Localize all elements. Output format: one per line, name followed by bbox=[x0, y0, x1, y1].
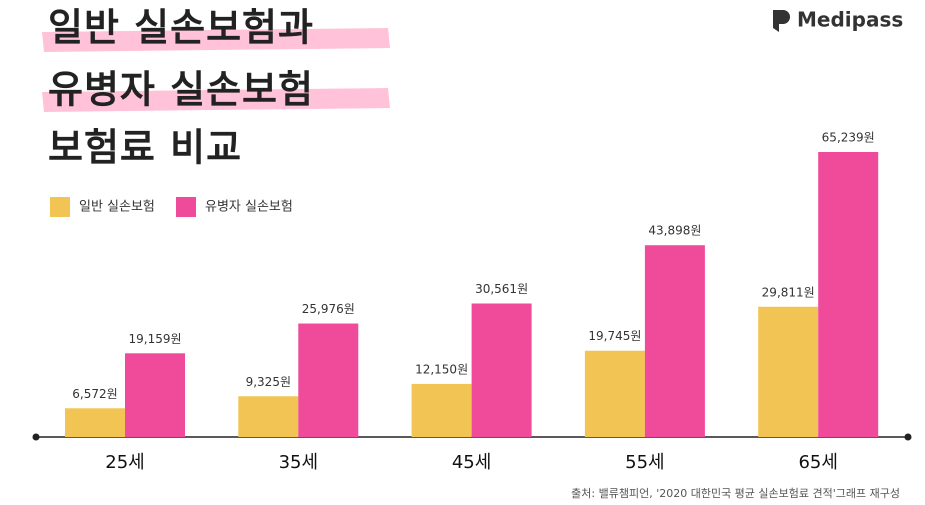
bar bbox=[818, 152, 879, 437]
brand-logo: Medipass bbox=[773, 8, 903, 32]
axis-end bbox=[904, 433, 912, 441]
value-label: 9,325원 bbox=[246, 375, 291, 389]
legend-label: 유병자 실손보험 bbox=[205, 200, 293, 215]
title-highlight bbox=[42, 88, 390, 112]
bar bbox=[411, 383, 472, 437]
brand-name: Medipass bbox=[797, 8, 903, 32]
value-label: 43,898원 bbox=[648, 224, 701, 238]
legend-swatch bbox=[50, 197, 70, 217]
source-note: 출처: 밸류챔피언, '2020 대한민국 평균 실손보험료 견적'그래프 재구… bbox=[571, 487, 900, 500]
bar bbox=[584, 350, 645, 437]
bar bbox=[471, 303, 532, 437]
axis-end bbox=[32, 433, 40, 441]
value-label: 29,811원 bbox=[762, 285, 815, 299]
x-tick-label: 55세 bbox=[625, 452, 664, 473]
value-label: 30,561원 bbox=[475, 282, 528, 296]
value-label: 6,572원 bbox=[72, 387, 117, 401]
value-label: 12,150원 bbox=[415, 362, 468, 376]
x-tick-label: 45세 bbox=[452, 452, 491, 473]
bar bbox=[644, 245, 705, 437]
chart-title: 보험료 비교 bbox=[48, 126, 242, 170]
x-tick-label: 25세 bbox=[105, 452, 144, 473]
bar bbox=[65, 408, 125, 437]
value-label: 25,976원 bbox=[302, 302, 355, 316]
chart-title: 유병자 실손보험 bbox=[48, 68, 314, 112]
x-tick-label: 65세 bbox=[798, 452, 837, 473]
x-tick-label: 35세 bbox=[279, 452, 318, 473]
logo-icon bbox=[773, 10, 790, 32]
bar bbox=[125, 353, 185, 437]
chart-title: 일반 실손보험과 bbox=[48, 6, 314, 50]
bar bbox=[238, 396, 299, 437]
value-label: 19,159원 bbox=[128, 332, 181, 346]
value-label: 19,745원 bbox=[588, 329, 641, 343]
legend-swatch bbox=[176, 197, 196, 217]
title-highlight bbox=[42, 28, 390, 52]
value-label: 65,239원 bbox=[822, 131, 875, 145]
legend-label: 일반 실손보험 bbox=[79, 200, 155, 215]
bar bbox=[298, 323, 359, 437]
bar bbox=[758, 306, 819, 437]
